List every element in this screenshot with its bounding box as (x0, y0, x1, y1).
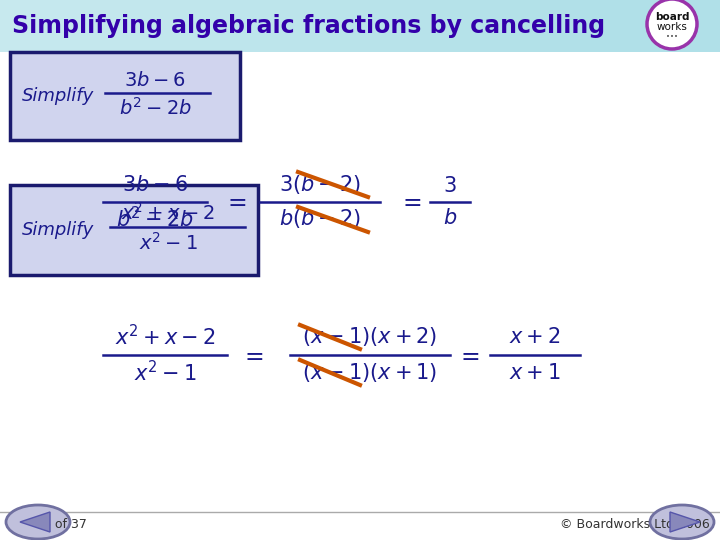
Text: $(x-1)(x+2)$: $(x-1)(x+2)$ (302, 326, 438, 348)
Text: $=$: $=$ (223, 191, 247, 213)
Bar (360, 0, 370, 52)
Ellipse shape (650, 505, 714, 539)
Bar (220, 0, 230, 52)
Bar (440, 0, 450, 52)
Bar (580, 0, 590, 52)
Bar (370, 0, 380, 52)
Bar (250, 0, 260, 52)
Text: board: board (654, 12, 689, 22)
Bar (30, 0, 40, 52)
Bar (310, 0, 320, 52)
Bar (70, 0, 80, 52)
Bar (380, 0, 390, 52)
Bar (390, 0, 400, 52)
Bar (20, 0, 30, 52)
Text: $3(b-2)$: $3(b-2)$ (279, 173, 361, 197)
Bar (570, 0, 580, 52)
Text: $3b-6$: $3b-6$ (124, 71, 186, 90)
Bar (60, 0, 70, 52)
Text: $x^2+x-2$: $x^2+x-2$ (114, 325, 215, 349)
Bar (80, 0, 90, 52)
FancyBboxPatch shape (10, 185, 258, 275)
Bar (200, 0, 210, 52)
Bar (190, 0, 200, 52)
Text: $x^2-1$: $x^2-1$ (139, 232, 197, 254)
Bar (230, 0, 240, 52)
Bar (320, 0, 330, 52)
Bar (430, 0, 440, 52)
Bar (180, 0, 190, 52)
Bar (410, 0, 420, 52)
FancyBboxPatch shape (0, 0, 720, 52)
Text: $b^2-2b$: $b^2-2b$ (119, 97, 192, 119)
Bar (510, 0, 520, 52)
Bar (330, 0, 340, 52)
Text: © Boardworks Ltd 2006: © Boardworks Ltd 2006 (560, 518, 710, 531)
Bar (300, 0, 310, 52)
Text: Simplify: Simplify (22, 87, 94, 105)
Text: $x+1$: $x+1$ (509, 363, 561, 383)
Text: $3b-6$: $3b-6$ (122, 175, 188, 195)
Bar (350, 0, 360, 52)
Bar (400, 0, 410, 52)
Bar (100, 0, 110, 52)
Text: Simplifying algebraic fractions by cancelling: Simplifying algebraic fractions by cance… (12, 14, 605, 38)
Text: $3$: $3$ (444, 176, 456, 196)
Text: $b^2-2b$: $b^2-2b$ (116, 206, 194, 232)
Text: •••: ••• (666, 34, 678, 40)
Text: Simplify: Simplify (22, 221, 94, 239)
Bar (140, 0, 150, 52)
Bar (490, 0, 500, 52)
Bar (550, 0, 560, 52)
Bar (240, 0, 250, 52)
Text: $b(b-2)$: $b(b-2)$ (279, 207, 361, 231)
Bar (110, 0, 120, 52)
Bar (170, 0, 180, 52)
Bar (260, 0, 270, 52)
Bar (280, 0, 290, 52)
Bar (130, 0, 140, 52)
Bar (590, 0, 600, 52)
Bar (340, 0, 350, 52)
Text: works: works (657, 22, 688, 32)
Bar (540, 0, 550, 52)
Text: $=$: $=$ (398, 191, 422, 213)
Text: $x^2+x-2$: $x^2+x-2$ (121, 202, 215, 224)
Bar (50, 0, 60, 52)
Circle shape (647, 0, 697, 49)
FancyBboxPatch shape (10, 52, 240, 140)
Bar (90, 0, 100, 52)
Text: $b$: $b$ (443, 208, 457, 228)
Bar (450, 0, 460, 52)
Bar (150, 0, 160, 52)
Polygon shape (670, 512, 700, 532)
Bar (460, 0, 470, 52)
Bar (420, 0, 430, 52)
Bar (10, 0, 20, 52)
Text: $x+2$: $x+2$ (509, 327, 561, 347)
Bar (160, 0, 170, 52)
Text: 6 of 37: 6 of 37 (43, 518, 87, 531)
Bar (210, 0, 220, 52)
Bar (470, 0, 480, 52)
Bar (40, 0, 50, 52)
Bar (480, 0, 490, 52)
Ellipse shape (6, 505, 70, 539)
Bar (530, 0, 540, 52)
Bar (290, 0, 300, 52)
Bar (0, 0, 10, 52)
Text: $=$: $=$ (240, 343, 264, 367)
Polygon shape (20, 512, 50, 532)
Text: $(x-1)(x+1)$: $(x-1)(x+1)$ (302, 361, 438, 384)
Bar (270, 0, 280, 52)
Bar (520, 0, 530, 52)
Bar (500, 0, 510, 52)
Text: $x^2-1$: $x^2-1$ (134, 360, 197, 386)
Bar (120, 0, 130, 52)
Bar (560, 0, 570, 52)
Text: $=$: $=$ (456, 343, 480, 367)
